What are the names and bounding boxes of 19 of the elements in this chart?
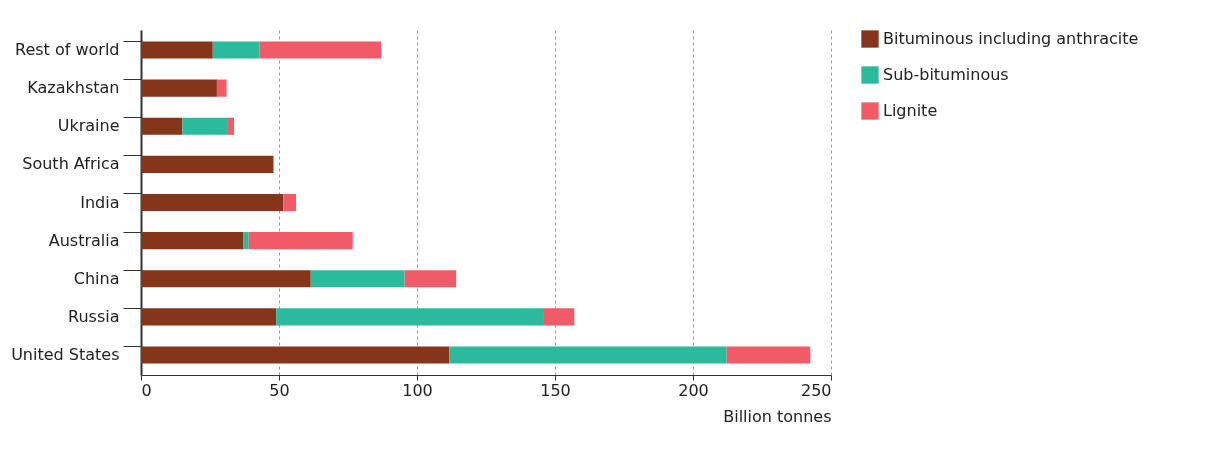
y-tick-label: Russia bbox=[68, 306, 120, 326]
y-tick-label: Rest of world bbox=[15, 40, 120, 60]
y-tick-label: Australia bbox=[48, 230, 120, 250]
y-tick-label: South Africa bbox=[22, 154, 120, 174]
y-tick-label: Kazakhstan bbox=[27, 78, 120, 98]
x-tick-label: 150 bbox=[540, 380, 571, 400]
legend-label: Bituminous including anthracite bbox=[883, 29, 1139, 48]
x-tick-label: 0 bbox=[141, 380, 152, 400]
x-tick-label: 250 bbox=[800, 380, 832, 400]
legend-label: Sub-bituminous bbox=[883, 65, 1009, 84]
y-tick-label: United States bbox=[11, 344, 120, 364]
x-tick-label: 50 bbox=[269, 380, 290, 400]
x-tick-label: 100 bbox=[402, 380, 433, 400]
y-tick-label: China bbox=[73, 268, 120, 288]
x-axis-title: Billion tonnes bbox=[723, 406, 832, 426]
y-tick-label: Ukraine bbox=[57, 116, 120, 136]
legend-label: Lignite bbox=[883, 101, 938, 120]
x-tick-label: 200 bbox=[678, 380, 709, 400]
y-tick-label: India bbox=[80, 192, 120, 212]
